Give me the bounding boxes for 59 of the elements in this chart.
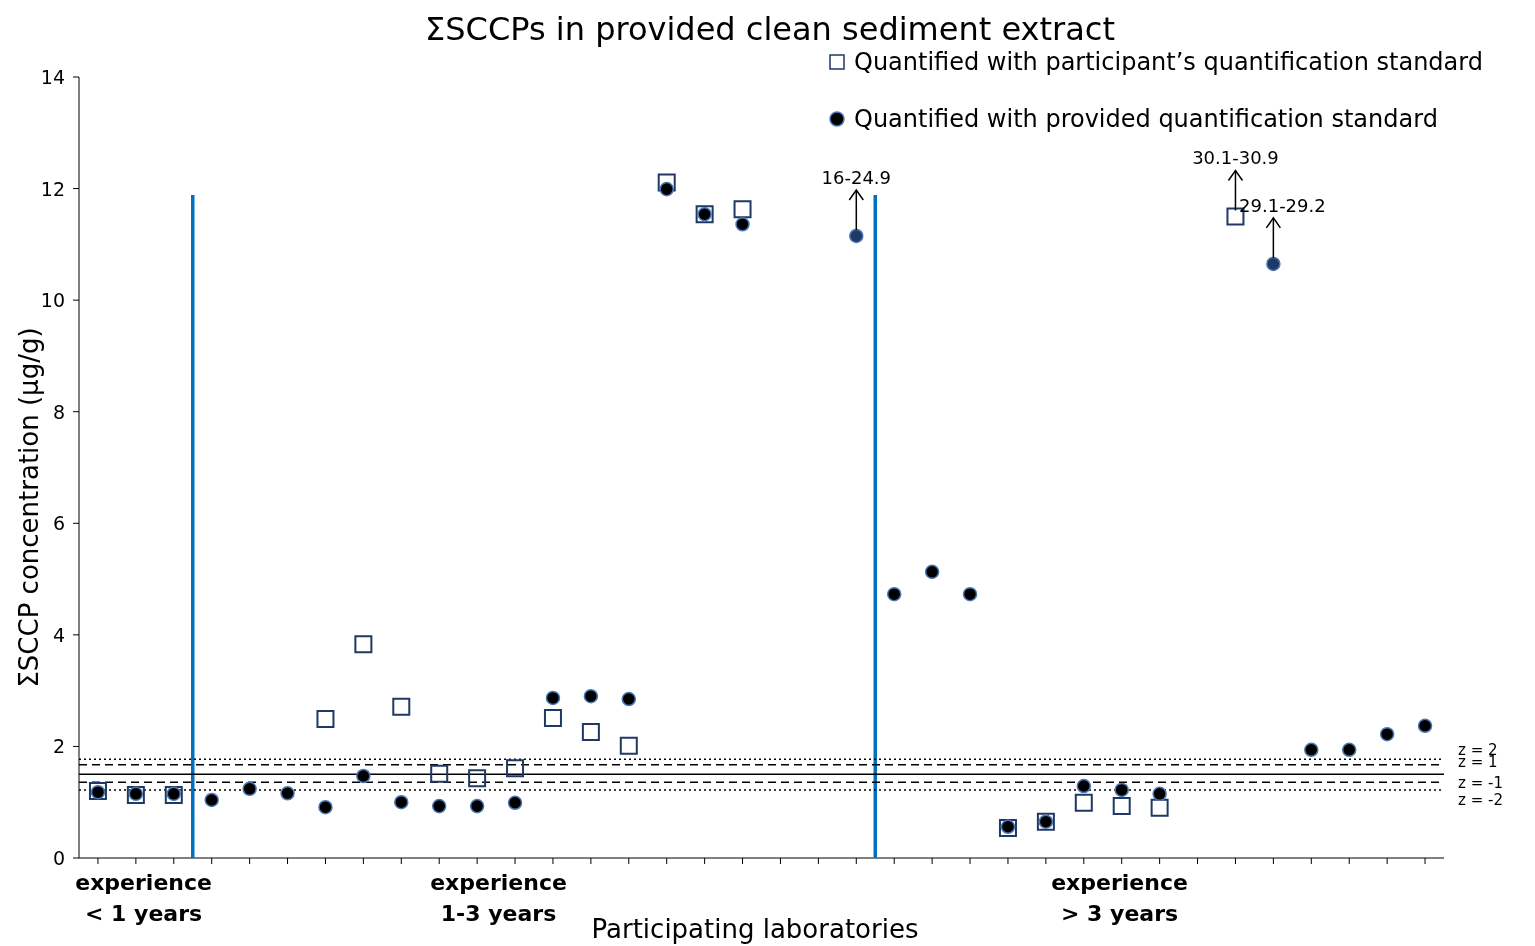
annotation: 16-24.9	[821, 166, 892, 188]
annotation: 29.1-29.2	[1239, 194, 1326, 216]
y-tick-label: 0	[52, 847, 65, 869]
point	[318, 799, 333, 815]
text: z = -2	[1458, 790, 1503, 809]
y-tick-label: 10	[40, 289, 65, 312]
y-tick-label: 6	[52, 512, 65, 535]
y-tick-label: 12	[40, 177, 65, 200]
point	[394, 794, 409, 810]
point	[354, 635, 373, 654]
point	[507, 795, 523, 811]
point	[468, 769, 487, 788]
y-tick-label: 2	[52, 735, 65, 758]
point	[619, 736, 638, 755]
point	[581, 722, 600, 741]
point	[431, 798, 447, 814]
point	[962, 586, 978, 602]
point	[545, 690, 561, 706]
point	[1304, 742, 1319, 758]
chart-title: ΣSCCPs in provided clean sediment extract	[425, 10, 1115, 48]
point	[316, 710, 335, 729]
point	[1417, 718, 1433, 734]
point	[1341, 742, 1357, 758]
y-tick-label: 14	[40, 66, 65, 88]
point	[392, 697, 411, 716]
point	[583, 688, 599, 704]
point	[659, 181, 674, 197]
point	[1379, 726, 1395, 742]
point	[657, 173, 676, 192]
point	[735, 217, 750, 232]
point	[886, 586, 902, 602]
legend-label: Quantified with participant’s quantification standard	[854, 48, 1483, 76]
y-axis-title: ΣSCCP concentration (µg/g)	[14, 327, 44, 688]
text: experience > 3 years	[1051, 870, 1188, 926]
point	[356, 768, 371, 784]
y-tick-label: 4	[52, 623, 65, 646]
point	[621, 691, 637, 707]
point	[543, 708, 562, 727]
annotation: 30.1-30.9	[1192, 147, 1279, 169]
legend-label: Quantified with provided quantification standard	[854, 105, 1438, 133]
point	[924, 564, 940, 580]
point	[280, 786, 295, 801]
point	[1074, 793, 1093, 812]
y-tick-label: 8	[52, 400, 65, 423]
text: experience 1-3 years	[430, 870, 567, 926]
point	[430, 764, 449, 783]
point	[506, 759, 525, 778]
point	[1150, 798, 1169, 817]
point	[1152, 786, 1167, 802]
text: z = -1	[1458, 774, 1503, 793]
point	[204, 792, 219, 808]
point	[1076, 778, 1092, 794]
point	[1114, 782, 1129, 798]
text: experience < 1 years	[75, 870, 212, 926]
point	[469, 798, 485, 814]
point	[242, 781, 257, 797]
point	[1112, 797, 1131, 816]
point	[733, 200, 752, 219]
x-axis-title: Participating laboratories	[591, 914, 919, 944]
